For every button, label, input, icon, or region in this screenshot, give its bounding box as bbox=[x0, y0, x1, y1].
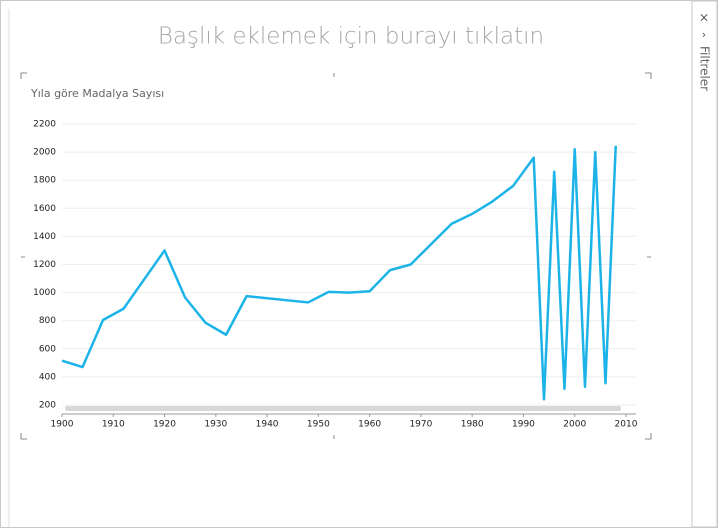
x-tick-label: 1990 bbox=[512, 420, 535, 430]
chart-frame bbox=[20, 72, 652, 440]
y-tick-label: 200 bbox=[39, 401, 56, 411]
x-tick-label: 1900 bbox=[51, 420, 74, 430]
filter-pane[interactable] bbox=[691, 1, 717, 527]
y-tick-label: 1800 bbox=[33, 176, 56, 186]
x-tick-label: 1920 bbox=[153, 420, 176, 430]
y-tick-label: 600 bbox=[39, 344, 56, 354]
x-tick-label: 1930 bbox=[204, 420, 227, 430]
x-tick-label: 1970 bbox=[409, 420, 432, 430]
expand-icon[interactable]: › bbox=[702, 28, 706, 41]
scrollbar[interactable] bbox=[65, 406, 621, 411]
filter-label[interactable]: Filtreler bbox=[698, 46, 712, 91]
x-tick-label: 1960 bbox=[358, 420, 381, 430]
y-tick-label: 2000 bbox=[33, 148, 56, 158]
y-tick-label: 1000 bbox=[33, 288, 56, 298]
y-tick-label: 1400 bbox=[33, 232, 56, 242]
title-placeholder[interactable]: Başlık eklemek için burayı tıklatın bbox=[158, 24, 544, 50]
x-tick-label: 2010 bbox=[615, 420, 638, 430]
x-tick-label: 1950 bbox=[307, 420, 330, 430]
x-tick-label: 1910 bbox=[102, 420, 125, 430]
x-tick-label: 1980 bbox=[461, 420, 484, 430]
chart-title: Yıla göre Madalya Sayısı bbox=[30, 87, 164, 100]
data-line bbox=[61, 145, 617, 401]
close-icon[interactable]: × bbox=[699, 11, 709, 25]
x-tick-label: 2000 bbox=[563, 420, 586, 430]
y-tick-label: 1200 bbox=[33, 260, 56, 270]
y-tick-label: 800 bbox=[39, 316, 56, 326]
y-tick-label: 2200 bbox=[33, 120, 56, 130]
x-tick-label: 1940 bbox=[256, 420, 279, 430]
y-tick-label: 400 bbox=[39, 372, 56, 382]
y-tick-label: 1600 bbox=[33, 204, 56, 214]
